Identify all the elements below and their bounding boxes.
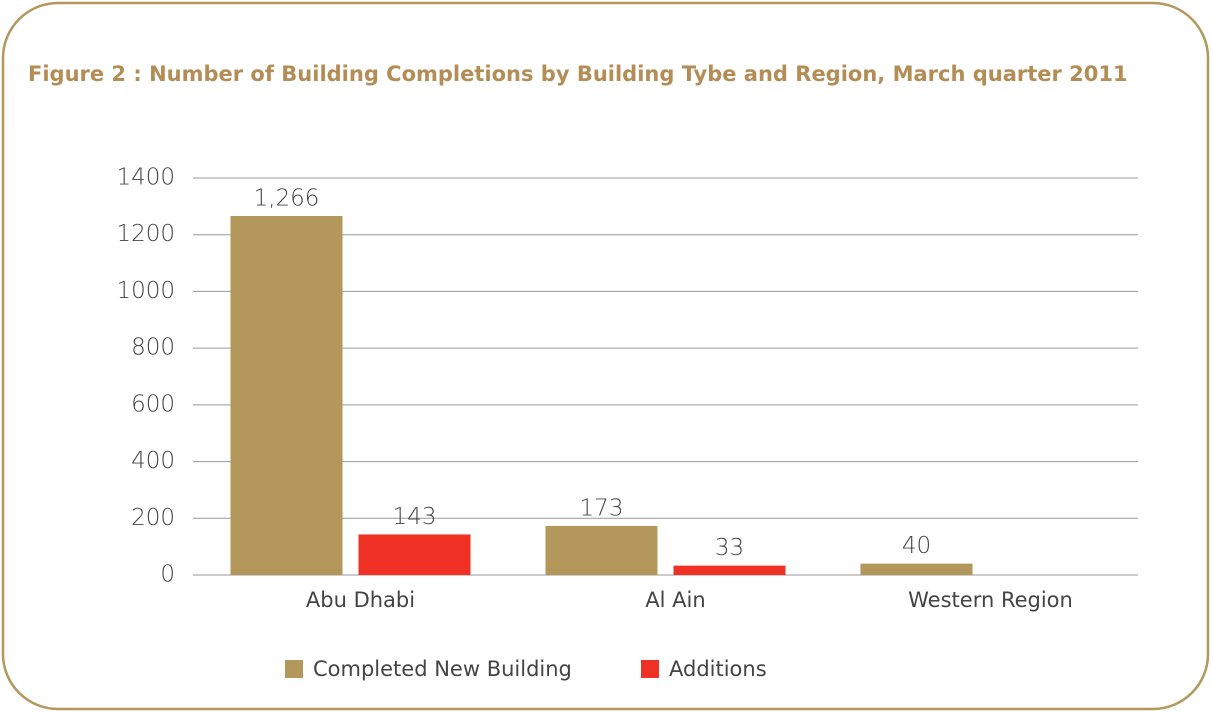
x-tick-label: Al Ain: [645, 588, 705, 612]
bar: [545, 525, 658, 575]
y-tick-label: 1000: [116, 278, 175, 304]
bar: [358, 534, 471, 575]
y-tick-label: 0: [160, 562, 175, 588]
y-tick-label: 1200: [116, 221, 175, 247]
data-label: 1,266: [254, 185, 320, 211]
legend-label: Additions: [669, 657, 767, 681]
y-tick-label: 200: [131, 505, 175, 531]
legend-label: Completed New Building: [313, 657, 572, 681]
data-label: 143: [393, 504, 437, 530]
y-tick-label: 600: [131, 391, 175, 417]
y-tick-label: 800: [131, 335, 175, 361]
bar: [860, 563, 973, 575]
x-tick-label: Abu Dhabi: [306, 588, 415, 612]
data-label: 33: [715, 535, 744, 561]
legend-swatch: [641, 660, 659, 678]
y-tick-label: 400: [131, 448, 175, 474]
y-tick-label: 1400: [116, 165, 175, 191]
data-label: 40: [902, 533, 931, 559]
bar: [230, 215, 343, 575]
x-tick-label: Western Region: [908, 588, 1073, 612]
chart-title: Figure 2 : Number of Building Completion…: [28, 62, 1128, 86]
legend-swatch: [285, 660, 303, 678]
bar: [673, 565, 786, 575]
data-label: 173: [580, 495, 624, 521]
